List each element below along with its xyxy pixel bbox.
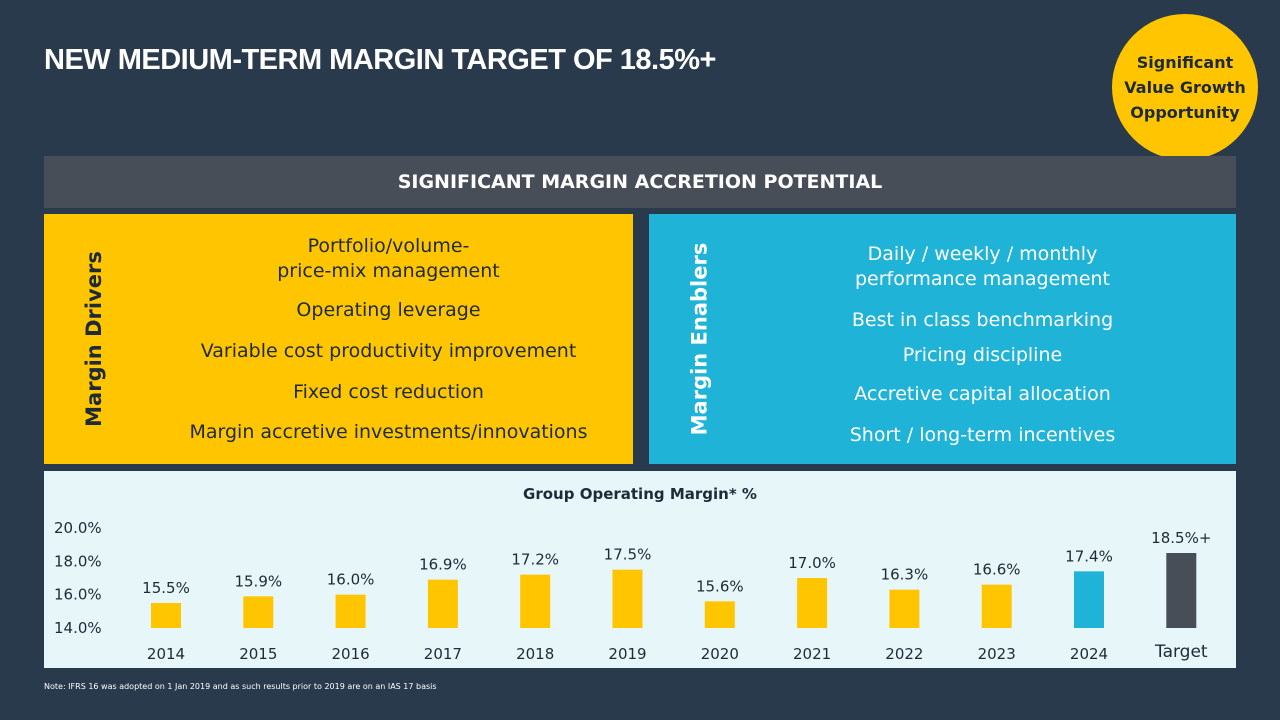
driver-item: price-mix management bbox=[277, 260, 500, 282]
x-tick-label: 2016 bbox=[332, 645, 370, 663]
y-tick-label: 18.0% bbox=[54, 552, 102, 570]
margin-drivers-label: Margin Drivers bbox=[82, 251, 107, 427]
driver-item: Operating leverage bbox=[296, 299, 481, 321]
bar bbox=[335, 594, 366, 628]
value-growth-badge: Significant Value Growth Opportunity bbox=[1112, 14, 1258, 160]
chart-title: Group Operating Margin* % bbox=[523, 485, 757, 503]
bar-data-label: 18.5%+ bbox=[1151, 529, 1211, 547]
operating-margin-chart: Group Operating Margin* % 20.0% 18.0% 16.0… bbox=[44, 471, 1236, 668]
bar bbox=[243, 596, 274, 628]
bar bbox=[889, 589, 920, 628]
page-title: NEW MEDIUM-TERM MARGIN TARGET OF 18.5%+ bbox=[44, 44, 716, 76]
enabler-item: Short / long-term incentives bbox=[849, 424, 1116, 446]
bar-data-label: 16.3% bbox=[881, 566, 929, 584]
x-tick-label: 2019 bbox=[608, 645, 646, 663]
enabler-item: performance management bbox=[855, 268, 1110, 290]
x-tick-label: 2021 bbox=[793, 645, 831, 663]
bar-data-label: 15.5% bbox=[142, 579, 190, 597]
driver-item: Portfolio/volume- bbox=[307, 235, 470, 257]
driver-item: Variable cost productivity improvement bbox=[200, 340, 577, 362]
bar bbox=[981, 584, 1012, 628]
badge-line-2: Value Growth bbox=[1124, 77, 1246, 97]
x-tick-label: Target bbox=[1154, 642, 1208, 662]
margin-enablers-panel: Margin Enablers Daily / weekly / monthly… bbox=[649, 214, 1236, 464]
enabler-item: Pricing discipline bbox=[902, 344, 1063, 366]
driver-item: Margin accretive investments/innovations bbox=[189, 421, 588, 443]
bar-data-label: 17.0% bbox=[788, 554, 836, 572]
margin-drivers-label-wrap: Margin Drivers bbox=[44, 214, 144, 464]
badge-line-3: Opportunity bbox=[1130, 102, 1240, 122]
y-tick-label: 20.0% bbox=[54, 519, 102, 537]
x-tick-label: 2014 bbox=[147, 645, 185, 663]
x-tick-label: 2022 bbox=[885, 645, 923, 663]
bar-data-label: 16.9% bbox=[419, 556, 467, 574]
bar bbox=[151, 603, 181, 628]
bar-data-label: 17.2% bbox=[511, 551, 559, 569]
y-tick-label: 14.0% bbox=[54, 619, 102, 637]
enabler-item: Accretive capital allocation bbox=[854, 383, 1111, 405]
bar bbox=[612, 569, 643, 628]
bar-data-label: 17.4% bbox=[1065, 547, 1113, 565]
margin-enablers-label: Margin Enablers bbox=[687, 242, 711, 436]
enabler-item: Best in class benchmarking bbox=[851, 309, 1114, 331]
bar bbox=[1166, 553, 1197, 628]
bar-data-label: 17.5% bbox=[604, 546, 652, 564]
y-tick-label: 16.0% bbox=[54, 586, 102, 604]
x-tick-label: 2018 bbox=[516, 645, 554, 663]
section-header: SIGNIFICANT MARGIN ACCRETION POTENTIAL bbox=[44, 156, 1236, 208]
bar bbox=[704, 601, 735, 628]
chart-canvas: Group Operating Margin* % 20.0% 18.0% 16.0… bbox=[54, 485, 1211, 663]
margin-enablers-label-wrap: Margin Enablers bbox=[649, 214, 749, 464]
bar bbox=[1074, 571, 1104, 628]
x-tick-label: 2015 bbox=[239, 645, 277, 663]
bar bbox=[427, 579, 458, 628]
x-tick-label: 2023 bbox=[978, 645, 1016, 663]
margin-drivers-panel: Margin Drivers Portfolio/volume- price-m… bbox=[44, 214, 633, 464]
enabler-item: Daily / weekly / monthly bbox=[867, 243, 1098, 265]
bar bbox=[797, 578, 828, 628]
bar-data-label: 15.6% bbox=[696, 577, 744, 595]
x-tick-label: 2017 bbox=[424, 645, 462, 663]
bar-data-label: 16.0% bbox=[327, 571, 375, 589]
bar-data-label: 16.6% bbox=[973, 561, 1021, 579]
x-tick-label: 2024 bbox=[1070, 645, 1108, 663]
bar bbox=[520, 574, 551, 628]
x-tick-label: 2020 bbox=[701, 645, 739, 663]
footnote: Note: IFRS 16 was adopted on 1 Jan 2019 … bbox=[44, 682, 437, 691]
driver-item: Fixed cost reduction bbox=[293, 381, 484, 403]
badge-line-1: Significant bbox=[1136, 52, 1234, 72]
bar-data-label: 15.9% bbox=[234, 572, 282, 590]
